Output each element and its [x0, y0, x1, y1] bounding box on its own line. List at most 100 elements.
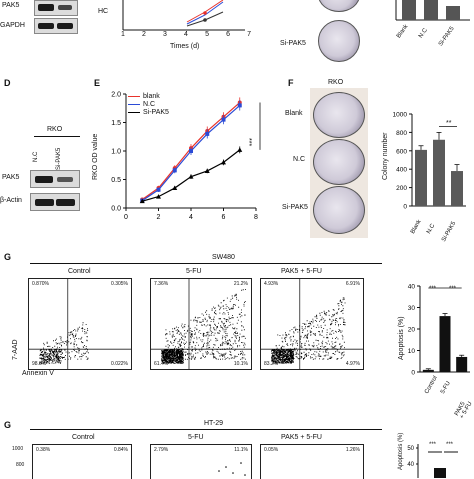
- flow2-5fu-q-ur: 11.1%: [234, 447, 248, 453]
- panel-g2-sig-1: ***: [429, 442, 437, 448]
- flow-pak5-q-lr: 4.97%: [345, 361, 360, 367]
- flow-pak5-q-ul: 4.93%: [264, 281, 279, 287]
- flow2-events: [271, 297, 346, 364]
- legend-swatch-nc: [128, 103, 140, 105]
- panel-f-dish-blank: [313, 92, 365, 138]
- legend-item-nc: N.C: [128, 100, 169, 108]
- panel-d-divider: [34, 136, 80, 137]
- panel-d-row-actin: β-Actin: [0, 197, 22, 204]
- panel-d-letter: D: [4, 78, 11, 88]
- flow-plot-pak5-5fu: 4.93% 6.91% 83.2% 4.97%: [260, 278, 364, 370]
- g-bar-2: [456, 356, 468, 372]
- growth-xticks-top: 1 2 3 4 5 6 7: [121, 31, 251, 38]
- flow-title-5fu: 5-FU: [186, 268, 202, 275]
- panel-d-lane-nc: N.C: [33, 151, 39, 162]
- g-ytick-label-3: 30: [408, 305, 416, 312]
- flow2-title-pak5-5fu: PAK5 + 5-FU: [281, 434, 322, 441]
- g-ytick-label-2: 20: [408, 327, 416, 334]
- flow2-ytick-800: 800: [16, 462, 25, 468]
- f-ytick-label-0: 0: [403, 204, 407, 211]
- growth-ylabel-top: HC: [98, 8, 109, 15]
- growth-xlabel-top: Times (d): [170, 43, 200, 50]
- e-xtick-label-0: 0: [124, 214, 128, 221]
- flow-control-q-ll: 98.8%: [32, 361, 47, 367]
- g-bar-1: [439, 316, 451, 372]
- flow-yaxis-label: 7-AAD: [12, 339, 19, 360]
- flow2-plot-pak5-5fu: 0.05% 1.26%: [260, 444, 364, 479]
- e-point-2-3: [188, 174, 194, 179]
- svg-text:40: 40: [407, 462, 414, 468]
- flow2-plot-control: 0.38% 0.84%: [32, 444, 132, 479]
- f-bar-2: [451, 171, 463, 206]
- panel-d-cell-line: RKO: [47, 126, 63, 133]
- e-xtick-label-1: 2: [157, 214, 161, 221]
- panel-d-lane-sipak5: Si-PAK5: [56, 147, 62, 170]
- panel-e-letter: E: [94, 78, 101, 88]
- blot-label-gapdh: GAPDH: [0, 22, 25, 29]
- panel-f-dish-label-nc: N.C: [293, 156, 306, 163]
- panel-f-letter: F: [288, 78, 294, 88]
- flow-title-pak5-5fu: PAK5 + 5-FU: [281, 268, 322, 275]
- flow-5fu-q-ul: 7.36%: [154, 281, 169, 287]
- e-ytick-label-3: 1.5: [111, 120, 121, 127]
- f-ytick-label-3: 600: [396, 148, 407, 155]
- panel-g-sig-1: ***: [429, 286, 437, 292]
- e-point-1-2: [172, 168, 177, 173]
- panel-d-blot-pak5: [30, 170, 80, 188]
- flow-plot-control: 0.870% 0.305% 98.8% 0.022%: [28, 278, 132, 370]
- e-point-1-4: [205, 131, 210, 136]
- flow2-title-control: Control: [72, 434, 95, 441]
- western-blot-pak5-top: [34, 0, 78, 16]
- g-ytick-label-0: 0: [411, 370, 415, 377]
- e-point-2-1: [156, 194, 161, 199]
- e-xtick-label-2: 4: [189, 214, 193, 221]
- panel-g-cell-line: SW480: [212, 254, 235, 261]
- flow-5fu-q-ll: 61.4%: [154, 361, 169, 367]
- flow-control-q-ur: 0.305%: [111, 281, 128, 287]
- panel-g2-letter: G: [4, 420, 12, 430]
- flow2-pak5-q-ul: 0.05%: [264, 447, 279, 453]
- e-point-1-3: [189, 149, 193, 153]
- western-blot-gapdh-top: [34, 18, 78, 34]
- panel-f-xlabel-0: Blank: [410, 218, 423, 235]
- e-xtick-label-3: 6: [222, 214, 226, 221]
- panel-f-xlabel-2: Si-PAK5: [441, 220, 458, 243]
- g-ytick-label-4: 40: [408, 284, 416, 291]
- panel-e-sig: ***: [245, 138, 252, 147]
- e-point-2-0: [139, 198, 145, 204]
- panel-d-blot-actin: [30, 193, 80, 211]
- panel-g-xlabel-0: Control: [424, 375, 439, 395]
- flow-xaxis-label: Annexin V: [22, 370, 54, 377]
- e-point-2-6: [237, 147, 243, 152]
- e-ytick-label-0: 0.0: [111, 206, 121, 213]
- flow-5fu-q-lr: 10.1%: [233, 361, 248, 367]
- f-ytick-label-1: 200: [396, 185, 407, 192]
- flow2-title-5fu: 5-FU: [188, 434, 204, 441]
- g-ytick-label-1: 10: [408, 348, 416, 355]
- panel-d-row-pak5: PAK5: [2, 174, 20, 181]
- flow-5fu-q-ur: 21.2%: [233, 281, 248, 287]
- growth-curve-top: [122, 0, 245, 31]
- flow2-control-q-ur: 0.84%: [113, 447, 128, 453]
- legend-item-blank: blank: [128, 92, 169, 100]
- e-point-2-4: [204, 168, 210, 173]
- panel-g2-sig-2: ***: [446, 442, 454, 448]
- panel-f-cell-line: RKO: [328, 79, 344, 86]
- g-bar-0: [422, 369, 434, 372]
- bar-chart-top: [395, 0, 470, 21]
- blot-label-pak5: PAK5: [2, 2, 20, 9]
- e-ytick-label-4: 2.0: [111, 92, 121, 99]
- f-ytick-label-5: 1000: [393, 112, 408, 119]
- f-ytick-label-4: 800: [396, 130, 407, 137]
- panel-f-sig: **: [446, 120, 452, 127]
- panel-g-sig-2: ***: [449, 286, 457, 292]
- panel-f-dish-label-sipak5: Si-PAK5: [282, 204, 308, 211]
- e-point-2-5: [221, 159, 226, 165]
- f-ytick-label-2: 400: [396, 167, 407, 174]
- e-point-2-2: [172, 185, 178, 191]
- dish-label-top: Si-PAK5: [280, 40, 306, 47]
- f-bar-0: [415, 149, 427, 206]
- flow-control-q-ul: 0.870%: [32, 281, 49, 287]
- panel-f-dish-label-blank: Blank: [285, 110, 303, 117]
- flow-title-control: Control: [68, 268, 91, 275]
